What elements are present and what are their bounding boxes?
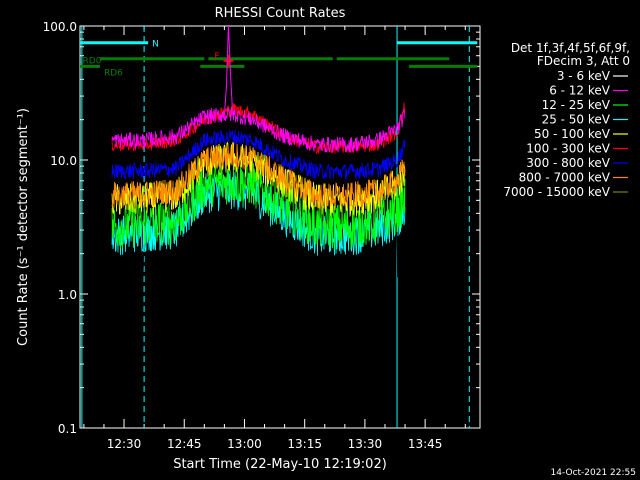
series-line-12-25-kev bbox=[111, 160, 406, 250]
x-tick-label: 12:30 bbox=[107, 437, 142, 451]
x-axis-label: Start Time (22-May-10 12:19:02) bbox=[173, 457, 387, 472]
legend-label: 3 - 6 keV bbox=[557, 69, 611, 83]
legend-label: 100 - 300 keV bbox=[526, 142, 610, 156]
x-tick-label: 13:00 bbox=[227, 437, 262, 451]
legend-label: 12 - 25 keV bbox=[542, 98, 611, 112]
x-tick-label: 13:30 bbox=[348, 437, 383, 451]
series-line-300-800-kev bbox=[111, 129, 406, 181]
footer-timestamp: 14-Oct-2021 22:55 bbox=[551, 468, 636, 478]
legend-label: 7000 - 15000 keV bbox=[503, 185, 610, 199]
legend-header-line-2: FDecim 3, Att 0 bbox=[537, 54, 630, 68]
plot-frame bbox=[79, 25, 481, 429]
flag-label-rd6: RD6 bbox=[104, 68, 123, 78]
chart-title: RHESSI Count Rates bbox=[215, 6, 346, 21]
x-tick-label: 12:45 bbox=[167, 437, 202, 451]
legend-header-line-1: Det 1f,3f,4f,5f,6f,9f, bbox=[511, 41, 630, 55]
x-tick-label: 13:15 bbox=[287, 437, 322, 451]
legend-label: 6 - 12 keV bbox=[549, 84, 611, 98]
y-axis-label: Count Rate (s⁻¹ detector segment⁻¹) bbox=[16, 108, 31, 346]
flag-label-rd0: RD0 bbox=[83, 57, 102, 67]
x-tick-label: 13:45 bbox=[408, 437, 443, 451]
y-tick-label: 0.1 bbox=[58, 422, 77, 436]
series-6-12-kev-spike bbox=[223, 25, 233, 115]
y-tick-label: 100.0 bbox=[43, 20, 77, 34]
y-tick-label: 10.0 bbox=[50, 154, 77, 168]
flag-label-f: F bbox=[214, 52, 219, 62]
series-line-6-12-kev bbox=[111, 106, 406, 153]
legend-label: 25 - 50 keV bbox=[542, 113, 611, 127]
legend-label: 800 - 7000 keV bbox=[519, 171, 611, 185]
series-line-800-7000-kev bbox=[111, 142, 406, 210]
flag-label-n: N bbox=[152, 40, 159, 50]
y-tick-label: 1.0 bbox=[58, 288, 77, 302]
legend-label: 300 - 800 keV bbox=[526, 156, 610, 170]
legend-label: 50 - 100 keV bbox=[534, 127, 611, 141]
